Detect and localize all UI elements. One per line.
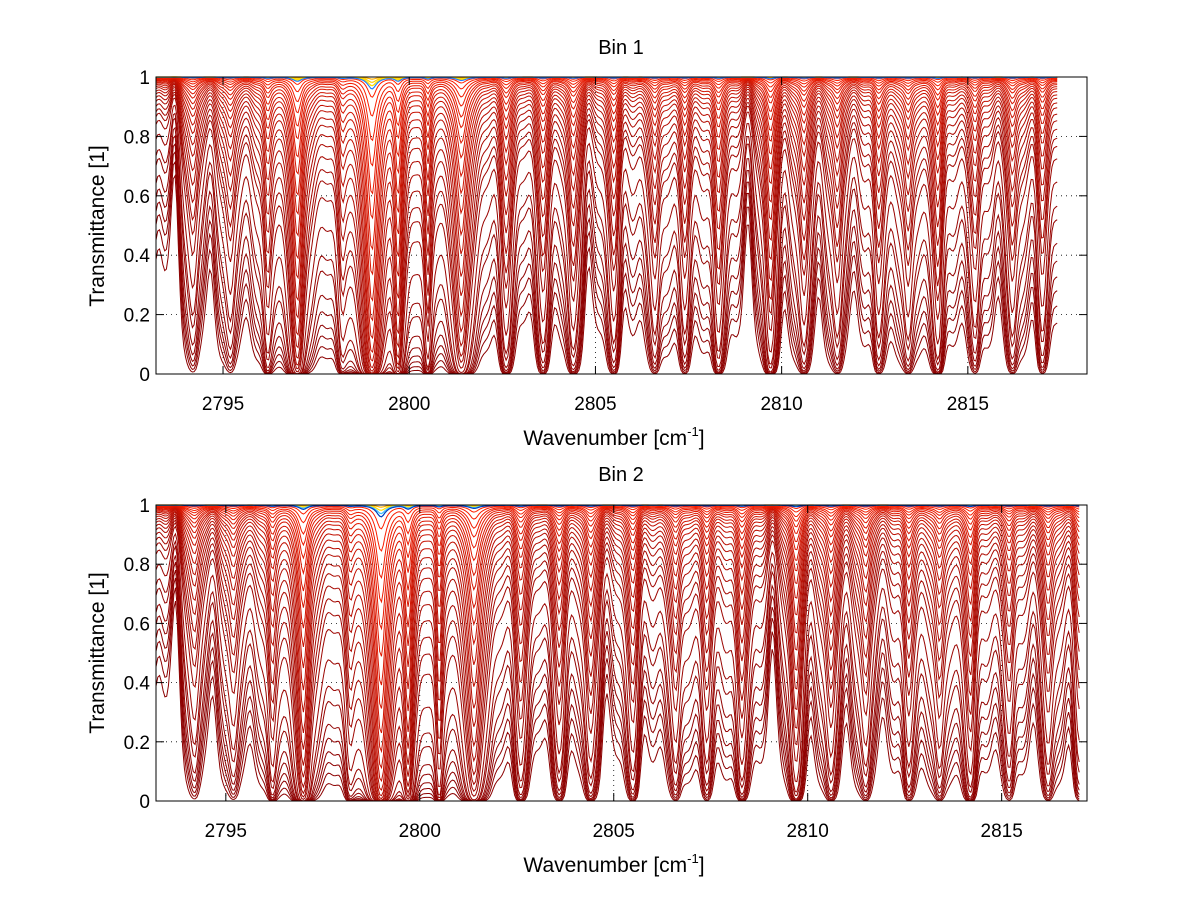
series-line: [156, 506, 1080, 734]
series-line: [156, 504, 1080, 552]
plot-area-frame: [155, 76, 1088, 375]
y-ticks: 0 0.2 0.4 0.6 0.8 1: [124, 496, 1087, 813]
series-line: [156, 93, 1058, 375]
series-line: [156, 112, 1058, 375]
series-line: [156, 104, 1058, 375]
y-tick-label: 0.8: [124, 555, 150, 576]
series-group: [156, 76, 1058, 375]
series-line: [156, 504, 1080, 580]
series-line: [156, 160, 1058, 375]
series-line: [156, 126, 1058, 375]
y-tick-label: 0: [139, 365, 150, 386]
series-line: [156, 79, 1058, 322]
series-line: [156, 76, 1058, 142]
series-line: [156, 78, 1058, 276]
series-line: [156, 77, 1058, 167]
series-line: [156, 505, 1080, 631]
x-axis-label: Wavenumber [cm-1]: [523, 851, 704, 877]
series-line: [156, 91, 1058, 375]
series-line: [156, 76, 1058, 117]
series-line: [156, 97, 1058, 375]
y-tick-label: 0.2: [124, 306, 150, 327]
series-line: [156, 77, 1058, 220]
y-axis-label: Transmittance [1]: [86, 572, 109, 733]
x-axis-label: Wavenumber [cm-1]: [523, 424, 704, 450]
series-line: [156, 513, 1080, 801]
series-line: [156, 150, 1058, 375]
plot-area-frame: [155, 504, 1088, 802]
x-tick-label: 2810: [760, 394, 802, 415]
series-line: [156, 507, 1080, 754]
chart-title: Bin 1: [598, 37, 644, 59]
x-ticks: 2795 2800 2805 2810 2815: [205, 505, 1023, 842]
series-line: [156, 509, 1080, 791]
x-tick-label: 2810: [787, 821, 829, 842]
x-tick-label: 2805: [593, 821, 635, 842]
series-line: [156, 555, 1080, 802]
x-ticks: 2795 2800 2805 2810 2815: [202, 77, 989, 415]
series-line: [156, 79, 1058, 340]
x-tick-label: 2800: [388, 394, 430, 415]
panel-bin-2: Bin 2 2795 2800 2805 2810 2815 0 0.2 0.4 0.6 0.8…: [86, 464, 1088, 877]
series-line: [156, 134, 1058, 375]
series-line: [156, 80, 1058, 354]
x-tick-label: 2795: [205, 821, 247, 842]
series-line: [156, 544, 1080, 802]
series-group: [156, 504, 1080, 802]
y-tick-label: 0.6: [124, 614, 150, 635]
y-tick-label: 1: [139, 68, 150, 89]
series-line: [156, 505, 1080, 657]
series-line: [156, 78, 1058, 302]
y-tick-label: 1: [139, 496, 150, 517]
y-tick-label: 0.2: [124, 733, 150, 754]
series-line: [156, 505, 1080, 604]
y-tick-label: 0.6: [124, 187, 150, 208]
series-line: [156, 507, 1080, 770]
y-tick-label: 0.4: [124, 674, 151, 695]
y-tick-label: 0.4: [124, 246, 151, 267]
series-line: [156, 77, 1058, 195]
series-line: [156, 505, 1080, 686]
y-axis-label: Transmittance [1]: [86, 145, 109, 306]
series-line: [156, 508, 1080, 783]
series-line: [156, 510, 1080, 797]
series-line: [156, 521, 1080, 802]
series-line: [156, 532, 1080, 802]
y-ticks: 0 0.2 0.4 0.6 0.8 1: [124, 68, 1087, 386]
series-line: [156, 87, 1058, 375]
x-tick-label: 2805: [574, 394, 616, 415]
series-line: [156, 83, 1058, 372]
x-tick-label: 2800: [399, 821, 441, 842]
x-tick-label: 2815: [947, 394, 989, 415]
series-line: [156, 519, 1080, 802]
series-line: [156, 82, 1058, 369]
series-line: [156, 77, 1058, 251]
series-line: [156, 142, 1058, 375]
series-line: [156, 85, 1058, 374]
series-line: [156, 539, 1080, 802]
chart-title: Bin 2: [598, 464, 644, 486]
series-line: [156, 525, 1080, 802]
series-line: [156, 117, 1058, 375]
x-tick-label: 2795: [202, 394, 244, 415]
series-line: [156, 89, 1058, 375]
x-tick-label: 2815: [981, 821, 1023, 842]
series-line: [156, 511, 1080, 800]
series-line: [156, 81, 1058, 362]
series-line: [156, 562, 1080, 802]
series-line: [156, 506, 1080, 709]
y-tick-label: 0: [139, 792, 150, 813]
panel-bin-1: Bin 1 2795 2800 2805 2810 2815 0 0.2 0.4 0.6 0.8…: [86, 37, 1088, 450]
series-line: [156, 517, 1080, 802]
series-line: [156, 514, 1080, 802]
y-tick-label: 0.8: [124, 127, 150, 148]
